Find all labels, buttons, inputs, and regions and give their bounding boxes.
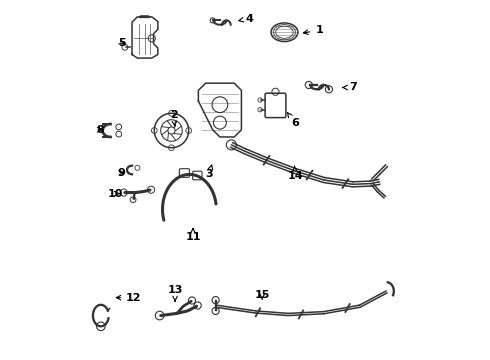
Text: 9: 9	[118, 168, 125, 178]
Text: 13: 13	[168, 285, 183, 301]
Text: 7: 7	[343, 82, 357, 93]
Text: 1: 1	[303, 25, 323, 35]
Text: 8: 8	[96, 125, 104, 135]
Text: 6: 6	[288, 112, 299, 128]
Text: 11: 11	[185, 229, 201, 242]
Text: 2: 2	[170, 111, 177, 126]
Text: 5: 5	[118, 38, 125, 48]
Text: 12: 12	[116, 293, 142, 303]
Text: 15: 15	[254, 291, 270, 301]
Text: 14: 14	[287, 166, 303, 181]
Text: 10: 10	[108, 189, 123, 199]
Text: 4: 4	[239, 14, 253, 24]
Text: 3: 3	[205, 165, 213, 179]
